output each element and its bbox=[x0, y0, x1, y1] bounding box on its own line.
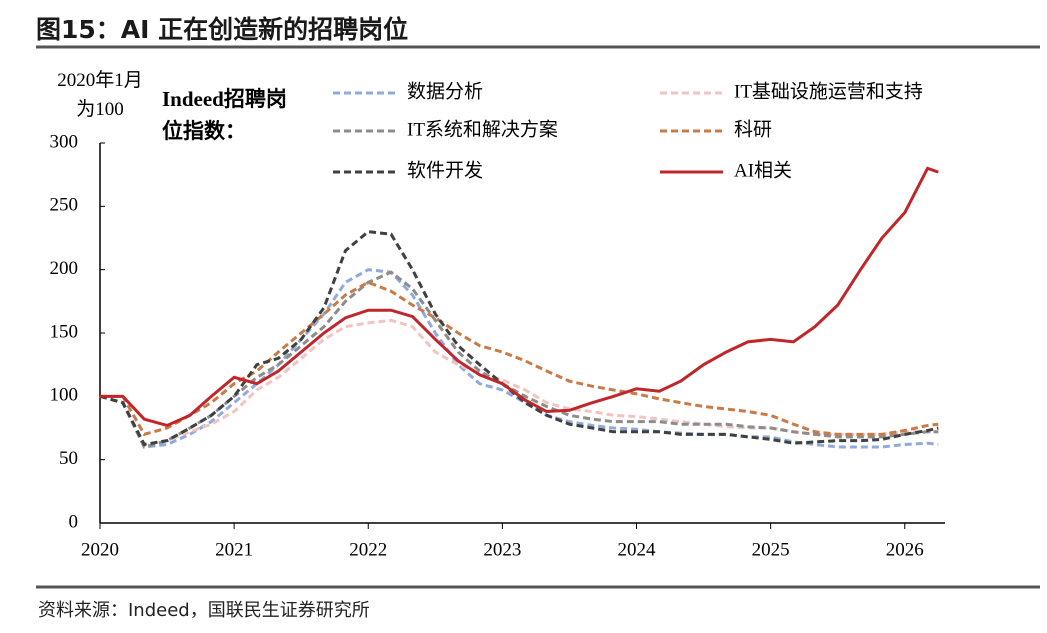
y-axis-label: 2020年1月为100 bbox=[57, 70, 143, 120]
series-line bbox=[100, 280, 939, 437]
series-line bbox=[99, 270, 939, 449]
legend-label: IT系统和解决方案 bbox=[407, 118, 558, 140]
y-tick-label: 200 bbox=[50, 258, 79, 279]
chart-title: 图15：AI 正在创造新的招聘岗位 bbox=[36, 15, 409, 44]
y-tick-label: 100 bbox=[50, 385, 79, 406]
y-tick-label: 300 bbox=[50, 131, 79, 152]
x-tick-label: 2024 bbox=[618, 539, 657, 560]
x-tick-label: 2020 bbox=[81, 539, 119, 560]
y-tick-label: 0 bbox=[69, 511, 79, 532]
legend-label: 软件开发 bbox=[407, 159, 483, 181]
series-line bbox=[99, 230, 939, 447]
legend-label: IT基础设施运营和支持 bbox=[734, 80, 923, 102]
legend-label: 数据分析 bbox=[407, 80, 483, 102]
y-tick-label: 50 bbox=[59, 448, 78, 469]
legend-label: AI相关 bbox=[734, 159, 792, 181]
x-tick-label: 2023 bbox=[483, 539, 521, 560]
x-tick-label: 2026 bbox=[886, 539, 924, 560]
x-tick-label: 2025 bbox=[752, 539, 790, 560]
legend-title: Indeed招聘岗位指数： bbox=[162, 87, 287, 143]
x-tick-label: 2021 bbox=[215, 539, 253, 560]
legend-label: 科研 bbox=[734, 118, 772, 140]
y-tick-label: 150 bbox=[50, 321, 79, 342]
source-note: 资料来源：Indeed，国联民生证券研究所 bbox=[38, 600, 370, 621]
x-tick-label: 2022 bbox=[349, 539, 387, 560]
series-line bbox=[100, 166, 939, 428]
y-tick-label: 250 bbox=[50, 195, 79, 216]
